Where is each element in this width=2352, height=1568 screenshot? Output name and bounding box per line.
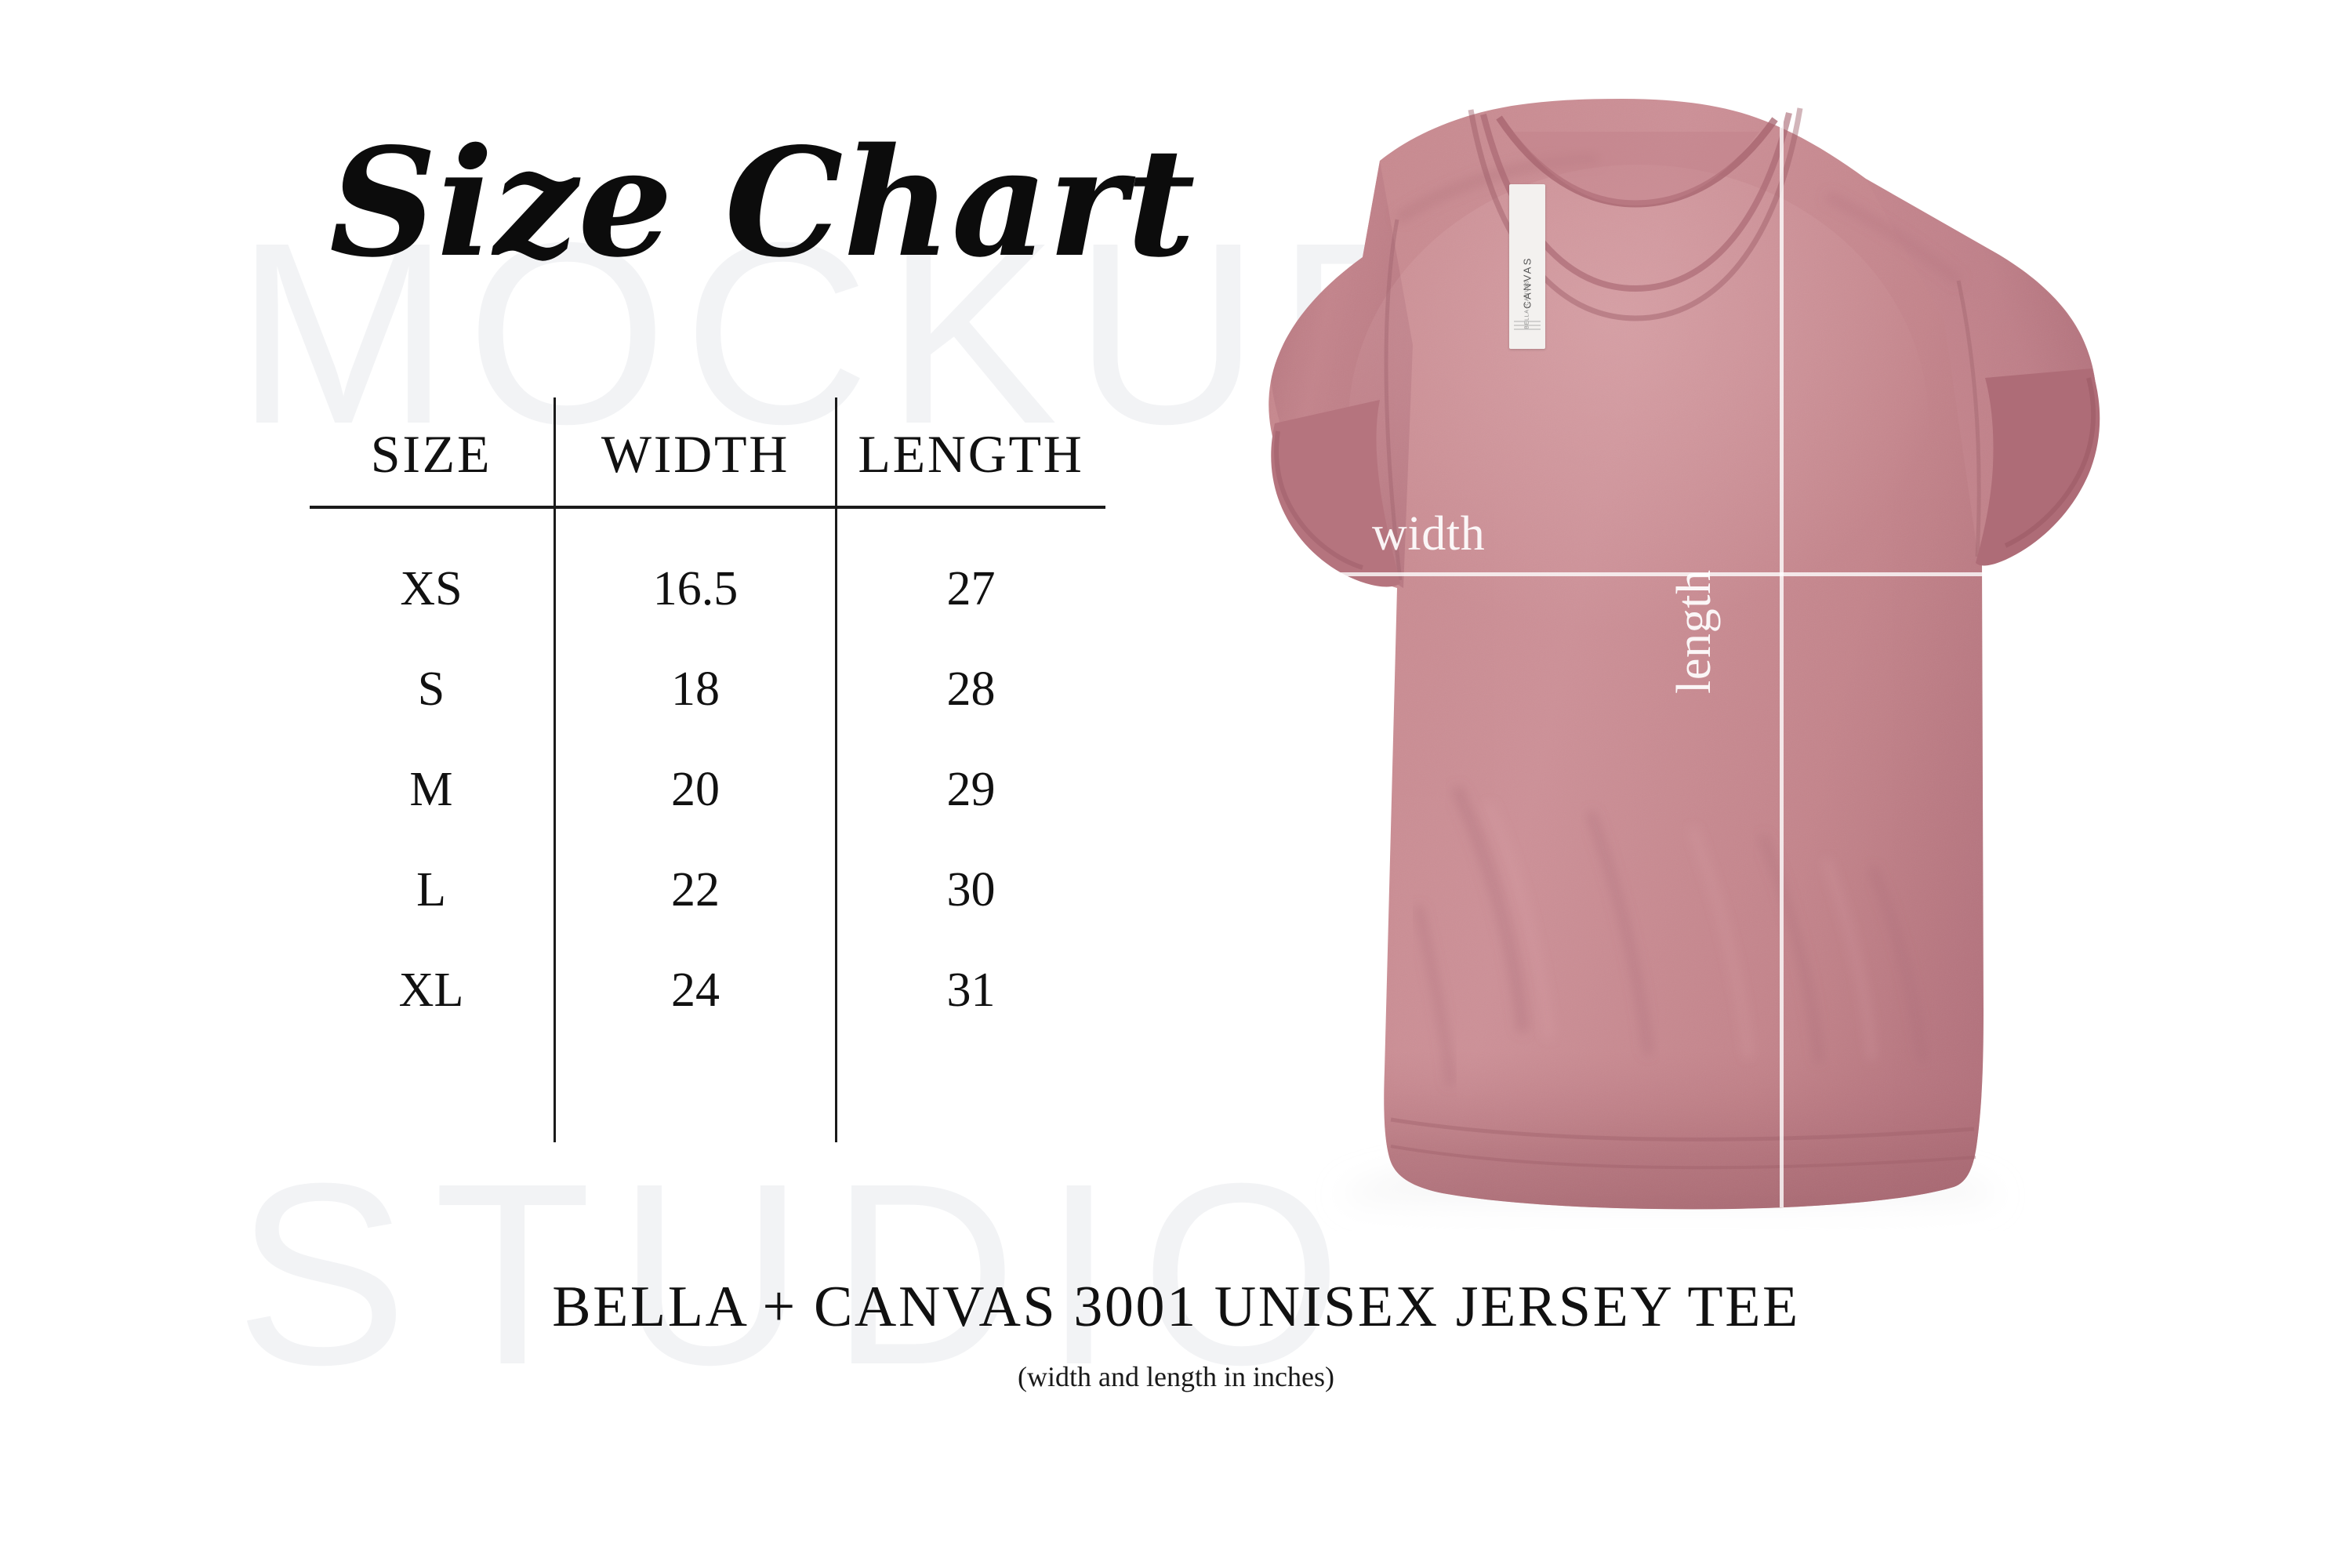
footer: BELLA + CANVAS 3001 UNISEX JERSEY TEE (w… [0, 1278, 2352, 1391]
watermark-studio: STUDIO [235, 1129, 1368, 1418]
cell-width: 24 [671, 964, 720, 1017]
cell-size: XS [400, 562, 463, 615]
table-row: S 18 28 [310, 665, 1105, 757]
crew-neck-collar [1468, 107, 1803, 321]
tshirt-illustration [1269, 99, 2100, 1231]
units-note: (width and length in inches) [1018, 1361, 1334, 1392]
column-divider-2 [835, 397, 837, 1142]
table-row: L 22 30 [310, 866, 1105, 958]
column-header-length: LENGTH [858, 424, 1084, 484]
cell-width: 20 [671, 763, 720, 816]
cell-length: 30 [946, 863, 996, 916]
width-guideline [1200, 572, 2109, 576]
column-header-width: WIDTH [601, 424, 790, 484]
cell-length: 31 [946, 964, 996, 1017]
size-table: SIZE WIDTH LENGTH XS 16.5 27 S 18 28 M 2… [310, 397, 1105, 1156]
cell-size: L [416, 863, 446, 916]
product-name: BELLA + CANVAS 3001 UNISEX JERSEY TEE [552, 1275, 1800, 1339]
page-title: Size Chart [321, 115, 1196, 314]
cell-length: 27 [946, 562, 996, 615]
length-guideline [1780, 86, 1784, 1207]
header-divider-line [310, 506, 1105, 509]
tshirt-mockup-photo: width length CANVAS BELLA+CANVAS [1121, 86, 2156, 1231]
right-sleeve-cuff [1976, 368, 2100, 566]
table-row: XS 16.5 27 [310, 564, 1105, 657]
neck-tag-care-icon [1514, 321, 1541, 341]
measurement-guides: width length [1121, 86, 2156, 1231]
width-label: width [1372, 507, 1486, 561]
cell-size: XL [398, 964, 464, 1017]
table-row: M 20 29 [310, 765, 1105, 858]
cell-size: S [417, 662, 445, 716]
cell-length: 28 [946, 662, 996, 716]
column-divider-1 [554, 397, 556, 1142]
table-row: XL 24 31 [310, 966, 1105, 1058]
left-sleeve-cuff [1271, 400, 1400, 587]
bottom-hem-stitching [1390, 1117, 1976, 1170]
cell-size: M [409, 763, 453, 816]
cell-width: 18 [671, 662, 720, 716]
length-label: length [1668, 569, 1721, 694]
table-header-row: SIZE WIDTH LENGTH [310, 427, 1105, 506]
cell-width: 22 [671, 863, 720, 916]
neck-tag: CANVAS BELLA+CANVAS [1509, 184, 1545, 349]
page-title-text: Size Chart [329, 115, 1196, 290]
cell-length: 29 [946, 763, 996, 816]
column-header-size: SIZE [370, 424, 492, 484]
cell-width: 16.5 [652, 562, 739, 615]
